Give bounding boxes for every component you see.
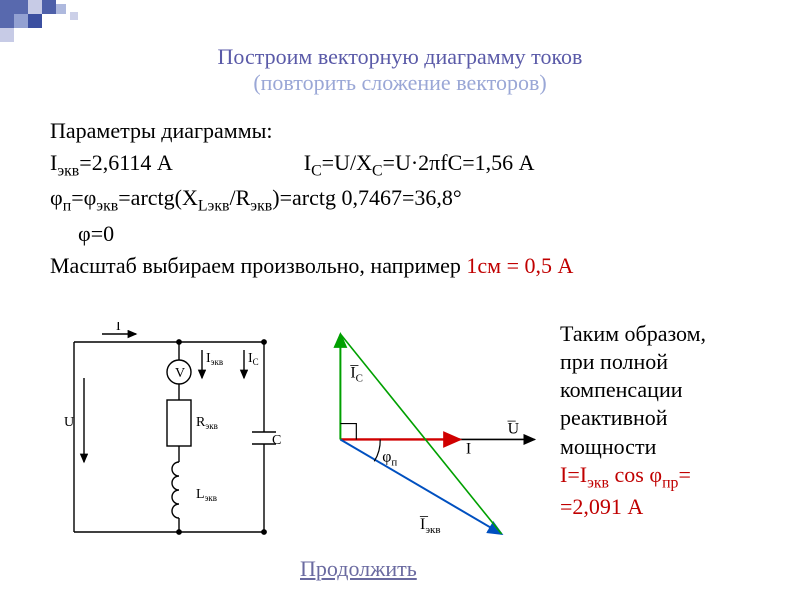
right-angle-icon (340, 424, 356, 440)
c-l4: реактивной (560, 404, 780, 432)
decor-square (28, 14, 42, 28)
Ic-rhs2: =U·2πfC=1,56 А (383, 150, 535, 175)
Iekv-subscript: экв (57, 162, 79, 179)
decor-square (70, 12, 78, 20)
c-l1: Таким образом, (560, 320, 780, 348)
R-sub: экв (250, 198, 272, 215)
lbl-Rekv: Rэкв (196, 415, 218, 431)
params-line1: Iэкв=2,6114 А IC=U/XC=U·2πfC=1,56 А (50, 148, 750, 182)
Xc-subscript: C (372, 162, 383, 179)
c-l2: при полной (560, 348, 780, 376)
phi-rhs1: =arctg(X (118, 185, 198, 210)
lbl-vecU: _U (507, 407, 520, 438)
lbl-C: C (272, 433, 281, 448)
lbl-phi: φп (382, 448, 397, 468)
c-l5: мощности (560, 433, 780, 461)
params-heading: Параметры диаграммы: (50, 116, 750, 146)
phi-arc (374, 439, 380, 461)
decor-square (28, 0, 42, 14)
lbl-vecIekv: _Iэкв (419, 502, 441, 536)
vector-diagram: _IC _U I φп _Iэкв (310, 320, 550, 545)
corner-decoration (0, 0, 110, 40)
circuit-schematic: I U V Iэкв IC Rэкв C Lэкв (64, 322, 284, 552)
decor-square (42, 0, 56, 14)
phi-ekv: =φ (71, 185, 96, 210)
lbl-U: U (64, 415, 74, 430)
phi-zero: φ=0 (50, 219, 750, 249)
c-l6: I=Iэкв cos φпр= (560, 461, 780, 494)
Ic-subscript: C (311, 162, 322, 179)
phi-rhs3: )=arctg 0,7467=36,8° (272, 185, 461, 210)
phi-p-sub: п (63, 198, 71, 215)
phi-rhs2: /R (230, 185, 251, 210)
parameters-block: Параметры диаграммы: Iэкв=2,6114 А IC=U/… (50, 116, 750, 283)
scale-pre: Масштаб выбираем произвольно, например (50, 253, 466, 278)
decor-square (0, 28, 14, 42)
decor-square (14, 14, 28, 28)
title-line2: (повторить сложение векторов) (0, 70, 800, 96)
params-line2: φп=φэкв=arctg(XLэкв/Rэкв)=arctg 0,7467=3… (50, 183, 750, 217)
scale-line: Масштаб выбираем произвольно, например 1… (50, 251, 750, 281)
scale-value: 1см = 0,5 А (466, 253, 573, 278)
lbl-vecIc: _IC (349, 351, 363, 385)
lbl-Ic: IC (248, 351, 259, 367)
c-l3: компенсации (560, 376, 780, 404)
phi-ekv-sub: экв (96, 198, 118, 215)
lbl-vecI: I (466, 440, 471, 457)
lbl-I: I (116, 322, 121, 334)
decor-square (56, 4, 66, 14)
title-line1: Построим векторную диаграмму токов (0, 44, 800, 70)
conclusion-block: Таким образом, при полной компенсации ре… (560, 320, 780, 522)
continue-link[interactable]: Продолжить (300, 556, 417, 582)
Ic-rhs1: =U/X (322, 150, 372, 175)
Ic-symbol: I (304, 150, 311, 175)
XL-sub: Lэкв (198, 198, 230, 215)
Iekv-value: =2,6114 А (79, 150, 172, 175)
c-l7: =2,091 А (560, 493, 780, 521)
phi-p: φ (50, 185, 63, 210)
lbl-V: V (175, 366, 185, 381)
lbl-Iekv: Iэкв (206, 351, 223, 367)
lbl-Lekv: Lэкв (196, 487, 217, 503)
slide-title: Построим векторную диаграмму токов (повт… (0, 44, 800, 96)
